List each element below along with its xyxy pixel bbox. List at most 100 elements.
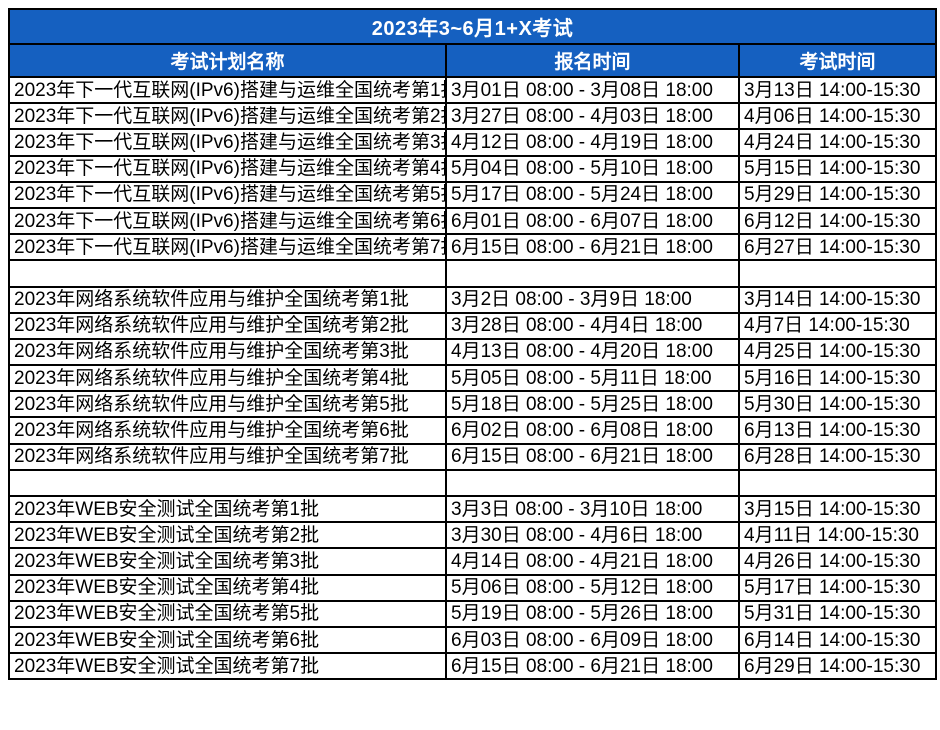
exam-time-cell: 6月27日 14:00-15:30 [737,233,938,262]
table-row: 2023年网络系统软件应用与维护全国统考第7批 6月15日 08:00 - 6月2… [8,442,938,471]
exam-schedule-table: 2023年3~6月1+X考试 考试计划名称 报名时间 考试时间 2023年下一代… [7,8,938,681]
registration-time-cell [445,259,740,288]
column-header-registration-time: 报名时间 [445,43,740,78]
exam-time-cell: 5月31日 14:00-15:30 [737,599,938,628]
registration-time-cell: 5月06日 08:00 - 5月12日 18:00 [445,573,740,602]
registration-time-cell: 5月19日 08:00 - 5月26日 18:00 [445,599,740,628]
exam-plan-name-cell: 2023年WEB安全测试全国统考第3批 [8,547,447,576]
exam-time-cell: 5月16日 14:00-15:30 [737,364,938,393]
exam-time-cell: 6月29日 14:00-15:30 [737,652,938,681]
exam-time-cell: 6月12日 14:00-15:30 [737,206,938,236]
table-row: 2023年网络系统软件应用与维护全国统考第1批 3月2日 08:00 - 3月9日… [8,285,938,314]
exam-time-cell: 4月24日 14:00-15:30 [737,128,938,157]
registration-time-cell: 4月12日 08:00 - 4月19日 18:00 [445,128,740,157]
registration-time-cell: 4月13日 08:00 - 4月20日 18:00 [445,337,740,367]
exam-plan-name-cell: 2023年下一代互联网(IPv6)搭建与运维全国统考第3批 [8,128,447,157]
table-row: 2023年下一代互联网(IPv6)搭建与运维全国统考第4批 5月04日 08:00… [8,154,938,183]
exam-plan-name-cell: 2023年WEB安全测试全国统考第1批 [8,494,447,524]
exam-plan-name-cell: 2023年网络系统软件应用与维护全国统考第5批 [8,390,447,419]
exam-plan-name-cell: 2023年WEB安全测试全国统考第4批 [8,573,447,602]
table-title-row: 2023年3~6月1+X考试 [7,8,938,45]
registration-time-cell [445,468,740,498]
registration-time-cell: 6月02日 08:00 - 6月08日 18:00 [445,416,740,445]
exam-time-cell: 6月13日 14:00-15:30 [737,416,938,445]
table-row: 2023年下一代互联网(IPv6)搭建与运维全国统考第1批 3月01日 08:00… [8,75,938,105]
registration-time-cell: 5月05日 08:00 - 5月11日 18:00 [445,364,740,393]
table-row: 2023年WEB安全测试全国统考第2批 3月30日 08:00 - 4月6日 18… [8,521,938,550]
table-body: 2023年下一代互联网(IPv6)搭建与运维全国统考第1批 3月01日 08:00… [8,75,938,681]
table-row: 2023年网络系统软件应用与维护全国统考第6批 6月02日 08:00 - 6月0… [8,416,938,445]
exam-plan-name-cell: 2023年网络系统软件应用与维护全国统考第2批 [8,311,447,340]
table-row: 2023年下一代互联网(IPv6)搭建与运维全国统考第6批 6月01日 08:00… [8,206,938,236]
table-row: 2023年下一代互联网(IPv6)搭建与运维全国统考第2批 3月27日 08:00… [8,102,938,131]
exam-plan-name-cell: 2023年WEB安全测试全国统考第5批 [8,599,447,628]
exam-plan-name-cell: 2023年下一代互联网(IPv6)搭建与运维全国统考第4批 [8,154,447,183]
exam-time-cell: 3月15日 14:00-15:30 [737,494,938,524]
table-row: 2023年WEB安全测试全国统考第1批 3月3日 08:00 - 3月10日 18… [8,494,938,524]
spacer-row [8,259,938,288]
exam-plan-name-cell: 2023年网络系统软件应用与维护全国统考第7批 [8,442,447,471]
registration-time-cell: 3月28日 08:00 - 4月4日 18:00 [445,311,740,340]
table-row: 2023年WEB安全测试全国统考第5批 5月19日 08:00 - 5月26日 1… [8,599,938,628]
exam-plan-name-cell [8,259,447,288]
table-row: 2023年下一代互联网(IPv6)搭建与运维全国统考第3批 4月12日 08:00… [8,128,938,157]
exam-time-cell: 4月7日 14:00-15:30 [737,311,938,340]
table-row: 2023年网络系统软件应用与维护全国统考第4批 5月05日 08:00 - 5月1… [8,364,938,393]
exam-plan-name-cell: 2023年网络系统软件应用与维护全国统考第1批 [8,285,447,314]
exam-time-cell: 6月14日 14:00-15:30 [737,625,938,655]
registration-time-cell: 6月15日 08:00 - 6月21日 18:00 [445,442,740,471]
registration-time-cell: 3月3日 08:00 - 3月10日 18:00 [445,494,740,524]
table-title: 2023年3~6月1+X考试 [7,8,938,45]
exam-time-cell: 5月17日 14:00-15:30 [737,573,938,602]
table-row: 2023年网络系统软件应用与维护全国统考第2批 3月28日 08:00 - 4月4… [8,311,938,340]
registration-time-cell: 6月15日 08:00 - 6月21日 18:00 [445,233,740,262]
exam-time-cell: 4月11日 14:00-15:30 [737,521,938,550]
table-row: 2023年下一代互联网(IPv6)搭建与运维全国统考第7批 6月15日 08:00… [8,233,938,262]
exam-plan-name-cell: 2023年下一代互联网(IPv6)搭建与运维全国统考第2批 [8,102,447,131]
exam-plan-name-cell: 2023年网络系统软件应用与维护全国统考第3批 [8,337,447,367]
spacer-row [8,468,938,498]
exam-time-cell: 6月28日 14:00-15:30 [737,442,938,471]
exam-time-cell: 3月13日 14:00-15:30 [737,75,938,105]
registration-time-cell: 3月2日 08:00 - 3月9日 18:00 [445,285,740,314]
exam-time-cell: 4月26日 14:00-15:30 [737,547,938,576]
exam-plan-name-cell: 2023年WEB安全测试全国统考第2批 [8,521,447,550]
table-row: 2023年网络系统软件应用与维护全国统考第3批 4月13日 08:00 - 4月2… [8,337,938,367]
registration-time-cell: 4月14日 08:00 - 4月21日 18:00 [445,547,740,576]
exam-plan-name-cell: 2023年网络系统软件应用与维护全国统考第4批 [8,364,447,393]
table-row: 2023年网络系统软件应用与维护全国统考第5批 5月18日 08:00 - 5月2… [8,390,938,419]
table-header-row: 考试计划名称 报名时间 考试时间 [8,43,938,78]
exam-plan-name-cell: 2023年下一代互联网(IPv6)搭建与运维全国统考第1批 [8,75,447,105]
registration-time-cell: 6月15日 08:00 - 6月21日 18:00 [445,652,740,681]
exam-plan-name-cell: 2023年下一代互联网(IPv6)搭建与运维全国统考第6批 [8,206,447,236]
table-row: 2023年WEB安全测试全国统考第4批 5月06日 08:00 - 5月12日 1… [8,573,938,602]
registration-time-cell: 3月01日 08:00 - 3月08日 18:00 [445,75,740,105]
exam-time-cell: 5月15日 14:00-15:30 [737,154,938,183]
exam-plan-name-cell: 2023年WEB安全测试全国统考第6批 [8,625,447,655]
exam-plan-name-cell [8,468,447,498]
exam-time-cell: 4月06日 14:00-15:30 [737,102,938,131]
exam-time-cell: 5月29日 14:00-15:30 [737,180,938,209]
registration-time-cell: 3月27日 08:00 - 4月03日 18:00 [445,102,740,131]
column-header-exam-plan-name: 考试计划名称 [8,43,447,78]
table-row: 2023年WEB安全测试全国统考第6批 6月03日 08:00 - 6月09日 1… [8,625,938,655]
registration-time-cell: 5月18日 08:00 - 5月25日 18:00 [445,390,740,419]
exam-plan-name-cell: 2023年网络系统软件应用与维护全国统考第6批 [8,416,447,445]
table-row: 2023年下一代互联网(IPv6)搭建与运维全国统考第5批 5月17日 08:00… [8,180,938,209]
registration-time-cell: 6月01日 08:00 - 6月07日 18:00 [445,206,740,236]
table-row: 2023年WEB安全测试全国统考第7批 6月15日 08:00 - 6月21日 1… [8,652,938,681]
registration-time-cell: 6月03日 08:00 - 6月09日 18:00 [445,625,740,655]
exam-plan-name-cell: 2023年下一代互联网(IPv6)搭建与运维全国统考第7批 [8,233,447,262]
exam-time-cell [737,259,938,288]
exam-time-cell: 5月30日 14:00-15:30 [737,390,938,419]
registration-time-cell: 5月04日 08:00 - 5月10日 18:00 [445,154,740,183]
registration-time-cell: 5月17日 08:00 - 5月24日 18:00 [445,180,740,209]
table-row: 2023年WEB安全测试全国统考第3批 4月14日 08:00 - 4月21日 1… [8,547,938,576]
exam-plan-name-cell: 2023年下一代互联网(IPv6)搭建与运维全国统考第5批 [8,180,447,209]
exam-time-cell: 3月14日 14:00-15:30 [737,285,938,314]
exam-time-cell [737,468,938,498]
column-header-exam-time: 考试时间 [737,43,938,78]
registration-time-cell: 3月30日 08:00 - 4月6日 18:00 [445,521,740,550]
exam-plan-name-cell: 2023年WEB安全测试全国统考第7批 [8,652,447,681]
